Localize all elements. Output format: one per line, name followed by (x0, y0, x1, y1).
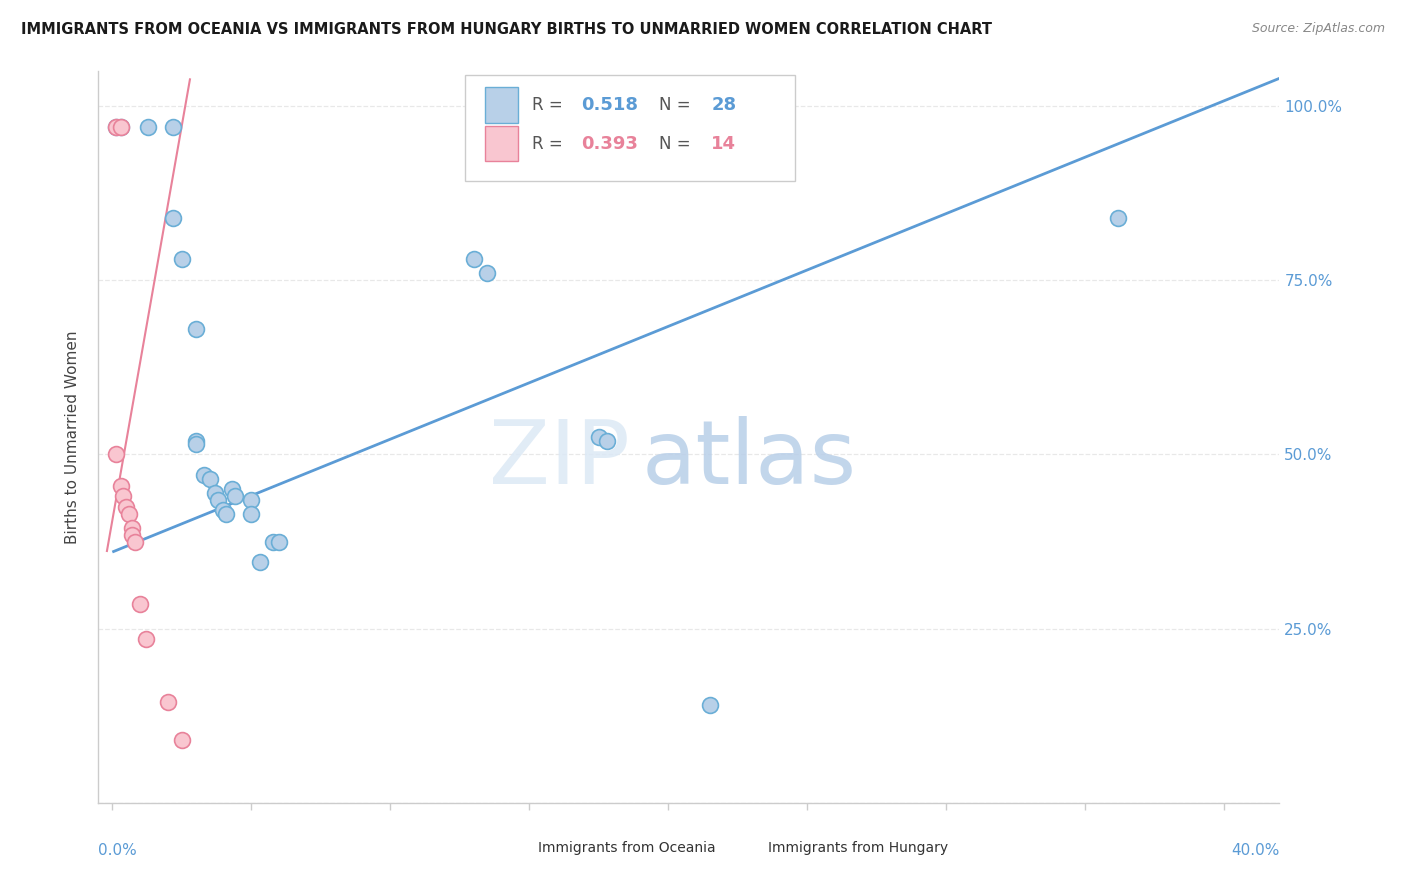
Point (193, 468, 215, 483)
Text: N =: N = (659, 96, 696, 114)
Point (588, 430, 610, 444)
Point (162, 120, 184, 134)
Point (129, 597, 152, 611)
Point (699, 698, 721, 713)
FancyBboxPatch shape (464, 75, 796, 181)
Text: IMMIGRANTS FROM OCEANIA VS IMMIGRANTS FROM HUNGARY BIRTHS TO UNMARRIED WOMEN COR: IMMIGRANTS FROM OCEANIA VS IMMIGRANTS FR… (21, 22, 993, 37)
Point (184, 434, 207, 448)
Point (263, 534, 285, 549)
Point (204, 485, 226, 500)
FancyBboxPatch shape (485, 126, 517, 161)
Point (267, 534, 290, 549)
Point (110, 120, 132, 134)
Text: R =: R = (531, 135, 568, 153)
Text: 0.518: 0.518 (582, 96, 638, 114)
Point (212, 503, 235, 517)
FancyBboxPatch shape (485, 87, 517, 122)
Point (184, 437, 207, 451)
Point (115, 500, 138, 514)
Text: N =: N = (659, 135, 696, 153)
Point (224, 489, 246, 503)
Point (156, 695, 179, 709)
Point (240, 492, 263, 507)
Point (118, 507, 141, 521)
Text: R =: R = (531, 96, 568, 114)
Point (138, 120, 160, 134)
Text: Source: ZipAtlas.com: Source: ZipAtlas.com (1251, 22, 1385, 36)
FancyBboxPatch shape (728, 833, 763, 863)
Text: atlas: atlas (641, 416, 856, 502)
Point (477, 266, 499, 280)
Point (162, 211, 184, 225)
Point (105, 448, 128, 462)
Text: 14: 14 (711, 135, 737, 153)
Point (105, 120, 128, 134)
Y-axis label: Births to Unmarried Women: Births to Unmarried Women (65, 330, 80, 544)
Point (215, 507, 238, 521)
Text: Immigrants from Hungary: Immigrants from Hungary (768, 841, 948, 855)
Point (170, 733, 193, 747)
Text: 40.0%: 40.0% (1232, 843, 1279, 858)
Point (207, 492, 229, 507)
Point (184, 322, 207, 336)
Text: 0.0%: 0.0% (98, 843, 138, 858)
Point (121, 521, 143, 535)
Point (110, 120, 132, 134)
Point (121, 527, 143, 541)
Point (1107, 211, 1129, 225)
Point (124, 534, 146, 549)
Point (170, 252, 193, 267)
Point (240, 507, 263, 521)
Point (135, 632, 157, 646)
Text: ZIP: ZIP (489, 416, 630, 502)
Point (249, 556, 271, 570)
Text: Immigrants from Oceania: Immigrants from Oceania (537, 841, 716, 855)
FancyBboxPatch shape (498, 833, 533, 863)
Point (463, 252, 485, 267)
Point (221, 483, 243, 497)
Text: 28: 28 (711, 96, 737, 114)
Text: 0.393: 0.393 (582, 135, 638, 153)
Point (112, 489, 135, 503)
Point (596, 434, 619, 448)
Point (105, 120, 128, 134)
Point (110, 479, 132, 493)
Point (198, 472, 221, 486)
